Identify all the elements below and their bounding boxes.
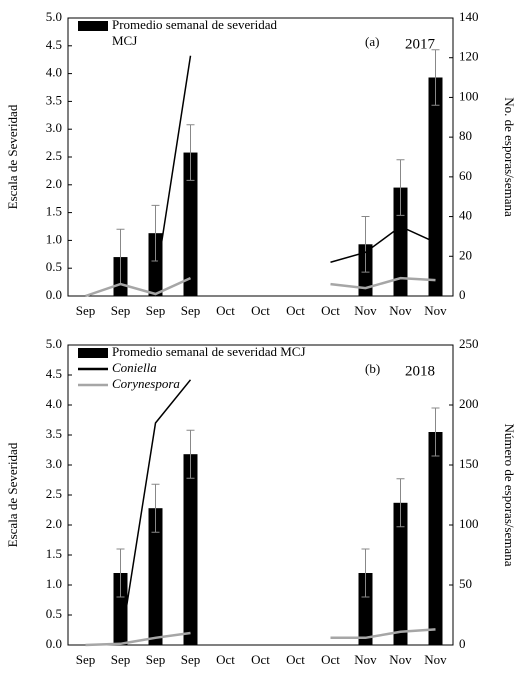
y-tick-label: 3.5	[46, 92, 62, 107]
x-tick-label: Sep	[146, 303, 166, 318]
x-tick-label: Nov	[424, 303, 447, 318]
y-tick-label: 3.0	[46, 456, 62, 471]
bar	[148, 508, 163, 645]
y-tick-label: 2.5	[46, 148, 62, 163]
y2-tick-label: 0	[459, 287, 466, 302]
x-tick-label: Nov	[389, 652, 412, 667]
legend-label: Promedio semanal de severidad MCJ	[112, 344, 306, 359]
bar	[148, 233, 163, 296]
annotation: (b)	[365, 361, 380, 376]
x-tick-label: Oct	[321, 652, 340, 667]
x-tick-label: Sep	[146, 652, 166, 667]
y2-axis-label: Número de esporas/semana	[502, 424, 517, 567]
line-series	[119, 379, 192, 646]
x-tick-label: Nov	[424, 652, 447, 667]
legend-swatch	[78, 21, 108, 31]
x-tick-label: Oct	[321, 303, 340, 318]
error-bar	[186, 429, 195, 479]
x-tick-label: Nov	[354, 303, 377, 318]
line-series	[154, 55, 436, 283]
bar	[183, 152, 198, 296]
y2-axis-label: No. de esporas/semana	[502, 97, 517, 217]
x-tick-label: Sep	[76, 303, 96, 318]
x-tick-label: Oct	[286, 303, 305, 318]
error-bar	[361, 215, 370, 273]
y2-tick-label: 50	[459, 576, 472, 591]
x-tick-label: Sep	[181, 303, 201, 318]
y-tick-label: 1.5	[46, 204, 62, 219]
y2-tick-label: 200	[459, 396, 479, 411]
y-tick-label: 1.0	[46, 576, 62, 591]
y2-tick-label: 140	[459, 9, 479, 24]
x-tick-label: Nov	[354, 652, 377, 667]
bar	[393, 187, 408, 296]
x-tick-label: Oct	[251, 652, 270, 667]
x-tick-label: Sep	[76, 652, 96, 667]
y2-tick-label: 120	[459, 49, 479, 64]
error-bar	[431, 49, 440, 106]
error-bar	[361, 548, 370, 598]
annotation: (a)	[365, 34, 379, 49]
y2-tick-label: 250	[459, 336, 479, 351]
error-bar	[396, 478, 405, 528]
x-tick-label: Sep	[181, 652, 201, 667]
annotation: 2017	[405, 36, 436, 52]
bar	[358, 573, 373, 645]
x-tick-label: Sep	[111, 303, 131, 318]
legend-swatch	[78, 348, 108, 358]
y2-tick-label: 0	[459, 636, 466, 651]
y-axis-label: Escala de Severidad	[5, 442, 20, 547]
y2-tick-label: 80	[459, 128, 472, 143]
y2-tick-label: 60	[459, 168, 472, 183]
y-axis-label: Escala de Severidad	[5, 104, 20, 209]
legend-label: Coniella	[112, 360, 157, 375]
y-tick-label: 5.0	[46, 336, 62, 351]
y-tick-label: 3.5	[46, 426, 62, 441]
error-bar	[116, 548, 125, 598]
x-tick-label: Oct	[216, 303, 235, 318]
y-tick-label: 2.0	[46, 176, 62, 191]
x-tick-label: Oct	[216, 652, 235, 667]
y2-tick-label: 100	[459, 88, 479, 103]
y-tick-label: 4.5	[46, 366, 62, 381]
y-tick-label: 0.0	[46, 287, 62, 302]
bar	[183, 454, 198, 645]
y-tick-label: 4.0	[46, 65, 62, 80]
y-tick-label: 0.5	[46, 606, 62, 621]
y-tick-label: 0.5	[46, 259, 62, 274]
annotation: 2018	[405, 363, 435, 379]
legend-label: Promedio semanal de severidad MCJ	[112, 17, 277, 48]
y2-tick-label: 100	[459, 516, 479, 531]
y2-tick-label: 40	[459, 208, 472, 223]
error-bar	[186, 124, 195, 181]
bar	[428, 432, 443, 645]
line-series	[85, 276, 436, 298]
y-tick-label: 0.0	[46, 636, 62, 651]
line-series	[85, 628, 436, 647]
y-tick-label: 4.5	[46, 37, 62, 52]
x-tick-label: Nov	[389, 303, 412, 318]
y-tick-label: 3.0	[46, 120, 62, 135]
legend-label: Corynespora	[112, 376, 180, 391]
y-tick-label: 2.0	[46, 516, 62, 531]
x-tick-label: Oct	[286, 652, 305, 667]
x-tick-label: Oct	[251, 303, 270, 318]
y2-tick-label: 20	[459, 247, 472, 262]
y-tick-label: 1.5	[46, 546, 62, 561]
error-bar	[431, 407, 440, 457]
error-bar	[396, 159, 405, 216]
y-tick-label: 5.0	[46, 9, 62, 24]
y-tick-label: 4.0	[46, 396, 62, 411]
error-bar	[151, 483, 160, 533]
y-tick-label: 1.0	[46, 231, 62, 246]
bar	[393, 502, 408, 645]
bar	[428, 77, 443, 296]
x-tick-label: Sep	[111, 652, 131, 667]
y-tick-label: 2.5	[46, 486, 62, 501]
y2-tick-label: 150	[459, 456, 479, 471]
